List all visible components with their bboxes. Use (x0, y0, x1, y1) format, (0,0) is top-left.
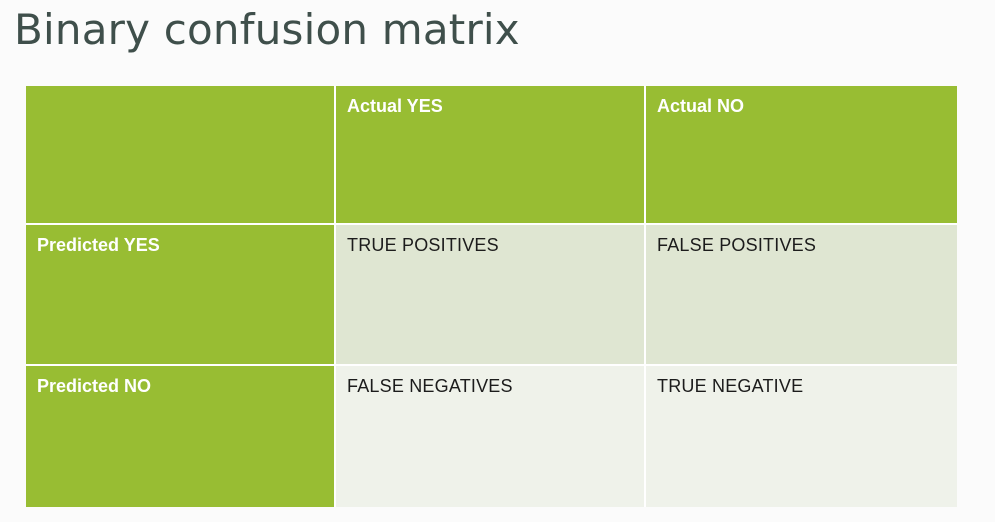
cell-false-negatives: FALSE NEGATIVES (336, 366, 646, 507)
cell-false-positives: FALSE POSITIVES (646, 225, 957, 366)
confusion-matrix-table: Actual YES Actual NO Predicted YES TRUE … (26, 86, 957, 507)
column-header-actual-no: Actual NO (646, 86, 957, 225)
row-header-predicted-yes: Predicted YES (26, 225, 336, 366)
cell-true-positives: TRUE POSITIVES (336, 225, 646, 366)
corner-header-cell (26, 86, 336, 225)
row-header-predicted-no: Predicted NO (26, 366, 336, 507)
slide-title: Binary confusion matrix (14, 5, 520, 54)
cell-true-negative: TRUE NEGATIVE (646, 366, 957, 507)
column-header-actual-yes: Actual YES (336, 86, 646, 225)
